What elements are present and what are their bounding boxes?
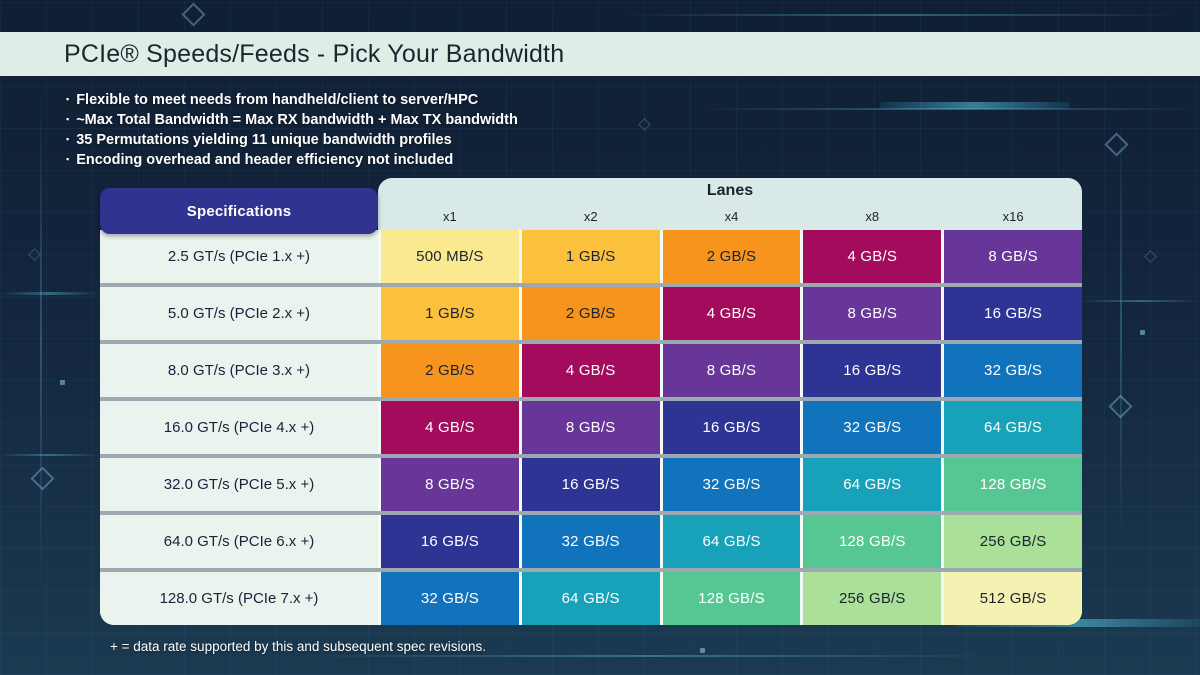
bandwidth-cell: 16 GB/S (521, 458, 660, 511)
bandwidth-cell: 4 GB/S (803, 230, 942, 283)
bandwidth-cell: 4 GB/S (521, 344, 660, 397)
lanes-header-band: Lanes x1 x2 x4 x8 x16 (378, 178, 1082, 230)
spec-header-label: Specifications (186, 202, 292, 220)
bandwidth-cell: 32 GB/S (662, 458, 801, 511)
bullet-marker-icon: ▪ (66, 114, 70, 124)
lane-column-header: x8 (865, 209, 880, 224)
circuit-line (0, 454, 100, 456)
bandwidth-cell: 4 GB/S (381, 401, 519, 454)
bandwidth-cell: 32 GB/S (944, 344, 1082, 397)
row-divider (100, 454, 1082, 458)
table-rows: 2.5 GT/s (PCIe 1.x +) 500 MB/S 1 GB/S 2 GB/… (100, 230, 1082, 625)
circuit-node-icon (1140, 330, 1145, 335)
table-row: 8.0 GT/s (PCIe 3.x +) 2 GB/S 4 GB/S 8 GB/S 1… (100, 344, 1082, 397)
bandwidth-cell: 32 GB/S (381, 572, 519, 625)
bandwidth-cell: 2 GB/S (381, 344, 519, 397)
bandwidth-cell: 256 GB/S (944, 515, 1082, 568)
lanes-label: Lanes (706, 182, 754, 199)
page-title: PCIe® Speeds/Feeds - Pick Your Bandwidth (64, 39, 565, 68)
bandwidth-cell: 16 GB/S (662, 401, 801, 454)
spec-cell: 16.0 GT/s (PCIe 4.x +) (100, 401, 378, 454)
bandwidth-cell: 4 GB/S (662, 287, 801, 340)
circuit-streak (880, 102, 1070, 109)
bullet-item: ▪ 35 Permutations yielding 11 unique band… (66, 131, 518, 151)
bandwidth-cell: 16 GB/S (944, 287, 1082, 340)
bandwidth-cell: 32 GB/S (521, 515, 660, 568)
row-divider (100, 340, 1082, 344)
circuit-line (700, 108, 1200, 110)
row-divider (100, 568, 1082, 572)
circuit-line (1080, 300, 1200, 302)
bandwidth-cell: 1 GB/S (521, 230, 660, 283)
bullet-marker-icon: ▪ (66, 154, 70, 164)
row-divider (100, 283, 1082, 287)
spec-cell: 64.0 GT/s (PCIe 6.x +) (100, 515, 378, 568)
table-row: 5.0 GT/s (PCIe 2.x +) 1 GB/S 2 GB/S 4 GB/S 8… (100, 287, 1082, 340)
bandwidth-cell: 2 GB/S (662, 230, 801, 283)
lane-column-header: x16 (1002, 209, 1024, 224)
table-row: 64.0 GT/s (PCIe 6.x +) 16 GB/S 32 GB/S 64 G… (100, 515, 1082, 568)
circuit-line (40, 90, 42, 590)
bandwidth-cell: 16 GB/S (381, 515, 519, 568)
bandwidth-cell: 8 GB/S (381, 458, 519, 511)
bullet-item: ▪ ~Max Total Bandwidth = Max RX bandwidth… (66, 111, 518, 131)
spec-cell: 2.5 GT/s (PCIe 1.x +) (100, 230, 378, 283)
table-row: 32.0 GT/s (PCIe 5.x +) 8 GB/S 16 GB/S 32 GB… (100, 458, 1082, 511)
bandwidth-cell: 128 GB/S (803, 515, 942, 568)
bullet-marker-icon: ▪ (66, 134, 70, 144)
bandwidth-cell: 1 GB/S (381, 287, 519, 340)
bullet-marker-icon: ▪ (66, 94, 70, 104)
bullet-text: Flexible to meet needs from handheld/cli… (76, 92, 479, 108)
bandwidth-cell: 64 GB/S (662, 515, 801, 568)
spec-cell: 8.0 GT/s (PCIe 3.x +) (100, 344, 378, 397)
bandwidth-cell: 8 GB/S (803, 287, 942, 340)
title-bar: PCIe® Speeds/Feeds - Pick Your Bandwidth (0, 32, 1200, 76)
lanes-columns: x1 x2 x4 x8 x16 (378, 209, 1082, 227)
bandwidth-cell: 512 GB/S (944, 572, 1082, 625)
bullet-text: Encoding overhead and header efficiency … (76, 152, 454, 168)
bandwidth-cell: 16 GB/S (803, 344, 942, 397)
bandwidth-cell: 128 GB/S (944, 458, 1082, 511)
bandwidth-cell: 8 GB/S (662, 344, 801, 397)
circuit-streak (955, 619, 1200, 627)
bullet-item: ▪ Flexible to meet needs from handheld/cl… (66, 91, 518, 111)
bandwidth-table: Lanes x1 x2 x4 x8 x16 Specifications 2.5 GT/… (100, 178, 1082, 625)
bandwidth-cell: 32 GB/S (803, 401, 942, 454)
circuit-line (1120, 120, 1122, 540)
bandwidth-cell: 64 GB/S (944, 401, 1082, 454)
bandwidth-cell: 64 GB/S (803, 458, 942, 511)
bullet-list: ▪ Flexible to meet needs from handheld/cl… (66, 91, 518, 171)
circuit-node-icon (700, 648, 705, 653)
circuit-line (0, 292, 100, 295)
spec-header: Specifications (100, 188, 378, 234)
footnote: + = data rate supported by this and subs… (110, 639, 486, 654)
bandwidth-cell: 8 GB/S (944, 230, 1082, 283)
bandwidth-cell: 2 GB/S (521, 287, 660, 340)
row-divider (100, 511, 1082, 515)
table-row: 16.0 GT/s (PCIe 4.x +) 4 GB/S 8 GB/S 16 GB/… (100, 401, 1082, 454)
spec-cell: 32.0 GT/s (PCIe 5.x +) (100, 458, 378, 511)
circuit-line (300, 655, 1000, 657)
bandwidth-cell: 8 GB/S (521, 401, 660, 454)
bandwidth-cell: 64 GB/S (521, 572, 660, 625)
bullet-text: ~Max Total Bandwidth = Max RX bandwidth … (76, 112, 518, 128)
lane-column-header: x2 (583, 209, 598, 224)
bullet-text: 35 Permutations yielding 11 unique bandw… (76, 132, 452, 148)
spec-cell: 5.0 GT/s (PCIe 2.x +) (100, 287, 378, 340)
table-row: 128.0 GT/s (PCIe 7.x +) 32 GB/S 64 GB/S 128… (100, 572, 1082, 625)
bullet-item: ▪ Encoding overhead and header efficiency… (66, 151, 518, 171)
bandwidth-cell: 256 GB/S (803, 572, 942, 625)
bandwidth-cell: 500 MB/S (381, 230, 519, 283)
table-row: 2.5 GT/s (PCIe 1.x +) 500 MB/S 1 GB/S 2 GB/… (100, 230, 1082, 283)
circuit-node-icon (60, 380, 65, 385)
spec-cell: 128.0 GT/s (PCIe 7.x +) (100, 572, 378, 625)
row-divider (100, 397, 1082, 401)
circuit-line (620, 14, 1180, 16)
lane-column-header: x4 (724, 209, 739, 224)
bandwidth-cell: 128 GB/S (662, 572, 801, 625)
lane-column-header: x1 (443, 209, 457, 224)
